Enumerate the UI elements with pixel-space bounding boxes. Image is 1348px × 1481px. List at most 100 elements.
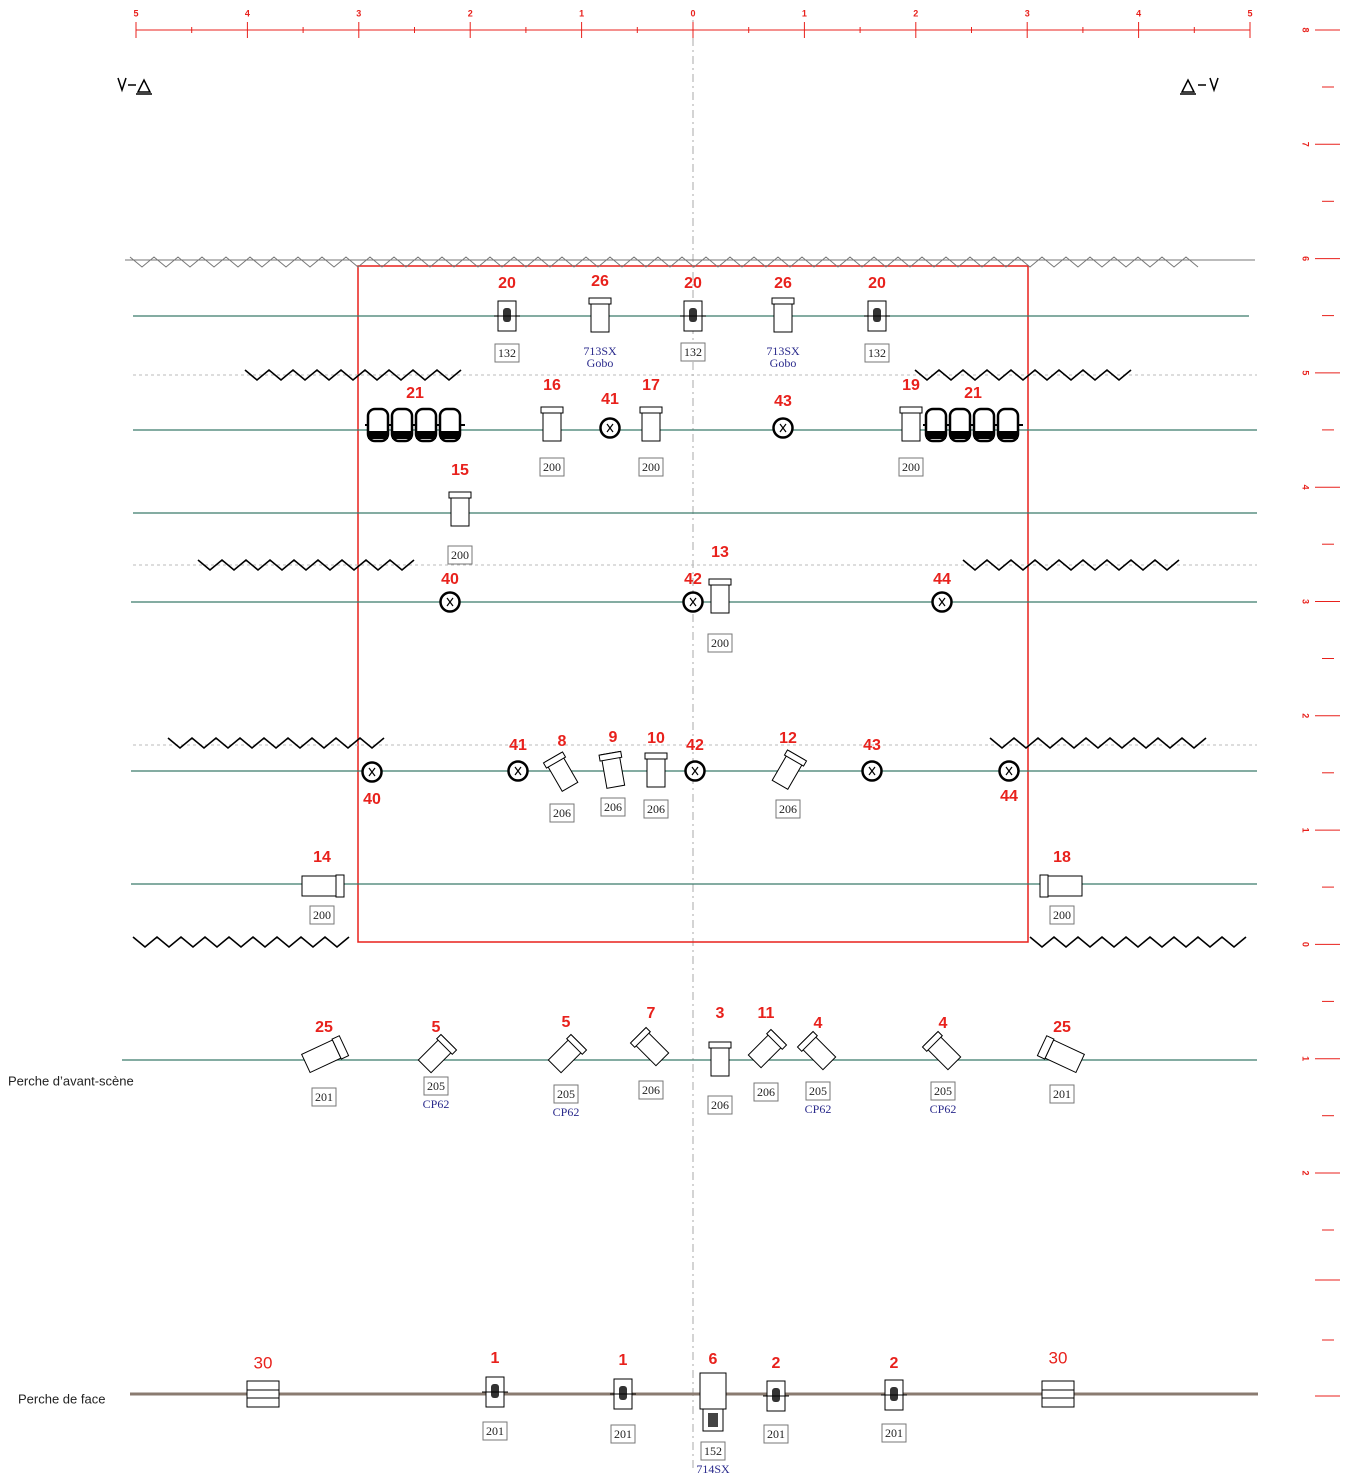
gel-number: 206 (553, 806, 571, 820)
lamp-core (503, 308, 511, 322)
ruler-label: 4 (1301, 485, 1311, 490)
circuit-number: 40 (441, 571, 459, 588)
gel-number: 206 (757, 1085, 775, 1099)
lamp (881, 1380, 907, 1410)
lamp-lens (709, 579, 731, 585)
filter-label: CP62 (930, 1102, 957, 1116)
filter-label: 714SX (696, 1462, 730, 1476)
ruler-label: 4 (1136, 8, 1141, 18)
curtain (168, 738, 384, 748)
gel-number: 152 (704, 1444, 722, 1458)
lamp-body (1042, 1381, 1074, 1407)
circuit-number: 44 (1000, 788, 1018, 805)
lamp (709, 579, 731, 613)
ruler-label: 3 (356, 8, 361, 18)
ruler-label: 5 (1301, 370, 1311, 375)
circuit-number: 42 (686, 737, 704, 754)
gel-number: 206 (642, 1083, 660, 1097)
gel-number: 206 (647, 802, 665, 816)
lamp-base (440, 431, 460, 439)
filter-label: CP62 (423, 1097, 450, 1111)
circuit-number: 41 (601, 391, 619, 408)
lamp-number: 4 (939, 1015, 948, 1032)
gel-number: 201 (767, 1427, 785, 1441)
lamp-base (392, 431, 412, 439)
circuit-number: 42 (684, 571, 702, 588)
lamp (1040, 875, 1082, 897)
gel-number: 200 (1053, 908, 1071, 922)
lamp-body (700, 1373, 726, 1409)
lamp-lens (709, 1042, 731, 1048)
ruler-label: 1 (579, 8, 584, 18)
gel-number: 205 (934, 1084, 952, 1098)
lamp (543, 752, 579, 792)
pipe-label: Perche d’avant-scène (8, 1073, 134, 1088)
lamp-number: 9 (609, 729, 618, 746)
gel-number: 200 (543, 460, 561, 474)
lamp-body (799, 1033, 836, 1070)
lamp-lens (449, 492, 471, 498)
ruler-label: 8 (1301, 27, 1311, 32)
circuit-number: 41 (509, 737, 527, 754)
gel-number: 201 (315, 1090, 333, 1104)
lamp (449, 492, 471, 526)
gel-number: 201 (614, 1427, 632, 1441)
lamp-number: 20 (498, 275, 516, 292)
lamp-number: 1 (491, 1350, 500, 1367)
ruler-label: 2 (1301, 1170, 1311, 1175)
gel-number: 205 (427, 1079, 445, 1093)
ruler-label: 2 (468, 8, 473, 18)
lamp-lens (645, 753, 667, 759)
lamp-body (548, 1036, 585, 1073)
lamp-number: 2 (772, 1355, 781, 1372)
gel-number: 206 (779, 802, 797, 816)
lamp-body (924, 1033, 961, 1070)
lamp-number: 15 (451, 462, 469, 479)
ruler-label: 5 (133, 8, 138, 18)
page: Perche d’avant-scènePerche de face543210… (0, 0, 1348, 1481)
ruler-label: 2 (1301, 713, 1311, 718)
lamp-number: 26 (591, 273, 609, 290)
lamp-lens (336, 875, 344, 897)
ruler-label: 7 (1301, 142, 1311, 147)
ruler-label: 1 (1301, 1056, 1311, 1061)
lamp-grid (708, 1413, 718, 1427)
lamp-core (619, 1386, 627, 1400)
lamp (589, 298, 611, 332)
filter-label: Gobo (587, 356, 614, 370)
gel-number: 200 (313, 908, 331, 922)
lamp (922, 1031, 962, 1071)
lamp-number: 13 (711, 544, 729, 561)
lamp-number: 18 (1053, 849, 1071, 866)
lamp (709, 1042, 731, 1076)
gel-number: 205 (809, 1084, 827, 1098)
gel-number: 132 (684, 345, 702, 359)
lamp (417, 1034, 457, 1074)
gel-number: 200 (642, 460, 660, 474)
lamp (772, 298, 794, 332)
ruler-label: 5 (1247, 8, 1252, 18)
lamp-body (418, 1036, 455, 1073)
gel-number: 132 (498, 346, 516, 360)
ruler-label: 0 (690, 8, 695, 18)
lamp-core (772, 1388, 780, 1402)
lamp-lens (772, 298, 794, 304)
circuit-number: 43 (774, 393, 792, 410)
lamp-lens (589, 298, 611, 304)
lamp (547, 1034, 587, 1074)
lamp (301, 1036, 348, 1074)
gel-number: 200 (711, 636, 729, 650)
circuit-number: 43 (863, 737, 881, 754)
circuit-number: 44 (933, 571, 951, 588)
lamp-lens (900, 407, 922, 413)
lamp-number: 20 (868, 275, 886, 292)
lamp (599, 751, 627, 788)
gel-number: 200 (902, 460, 920, 474)
lamp-lens (640, 407, 662, 413)
lamp (610, 1379, 636, 1409)
lamp-body (247, 1381, 279, 1407)
lamp-number: 1 (619, 1352, 628, 1369)
pipe-label: Perche de face (18, 1391, 105, 1406)
lamp-base (926, 431, 946, 439)
lamp-number: 25 (315, 1019, 333, 1036)
